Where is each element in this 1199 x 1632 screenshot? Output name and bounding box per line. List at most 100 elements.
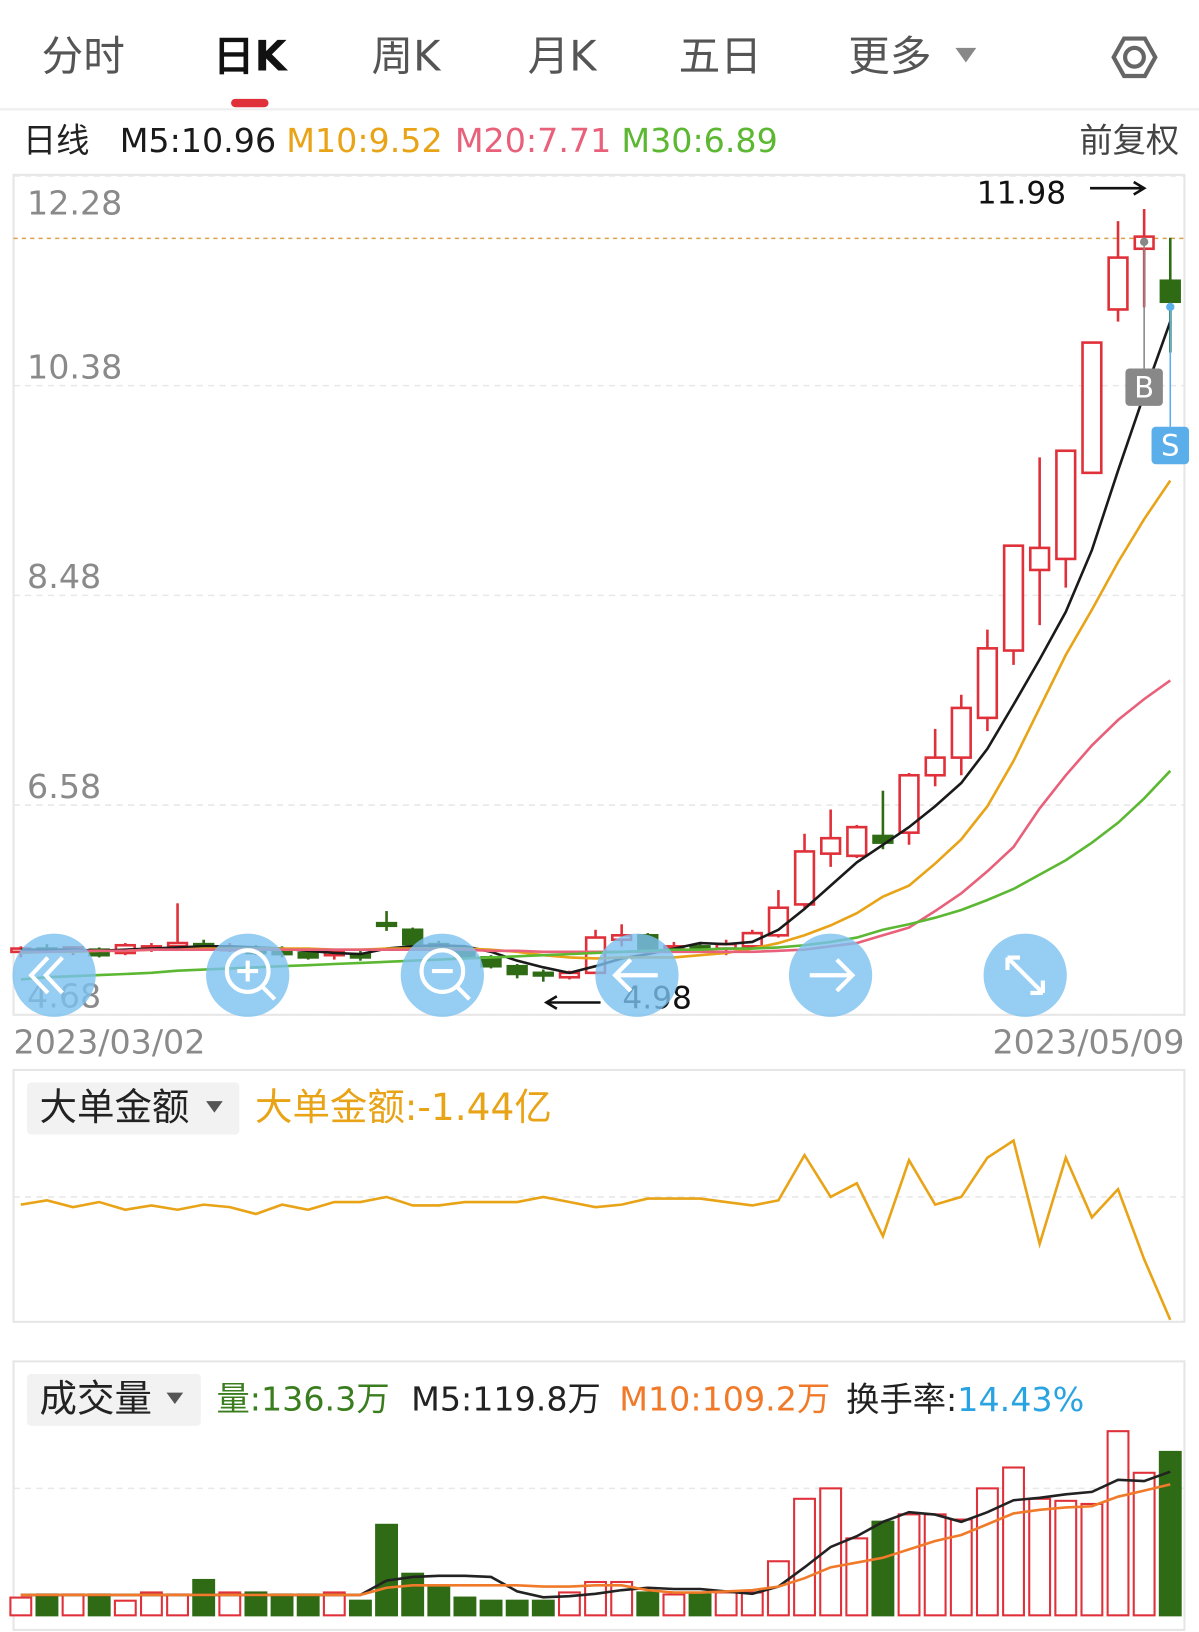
volume-bar xyxy=(35,1593,59,1617)
indicator-selector-label[interactable]: 大单金额 xyxy=(40,1085,190,1129)
tab[interactable]: 更多 xyxy=(848,31,931,80)
fullscreen-button[interactable] xyxy=(983,933,1067,1017)
y-tick-label: 12.28 xyxy=(27,184,122,223)
volume-bar xyxy=(453,1596,477,1617)
scroll-right-button[interactable] xyxy=(788,933,873,1017)
volume-bar xyxy=(348,1599,372,1617)
volume-bar xyxy=(897,1513,921,1617)
tab[interactable]: 周K xyxy=(371,31,442,80)
x-tick-label: 2023/03/02 xyxy=(14,1022,206,1061)
settings-icon[interactable] xyxy=(1111,36,1158,79)
volume-bar xyxy=(636,1591,660,1617)
turnover: 换手率:14.43% xyxy=(846,1379,1084,1418)
volume-bar xyxy=(244,1591,268,1617)
ma-line xyxy=(20,321,1172,975)
indicator-line xyxy=(20,1138,1172,1321)
volume-bar xyxy=(1106,1430,1130,1617)
volume-bar xyxy=(557,1591,581,1617)
volume-bar xyxy=(192,1578,216,1617)
legend-entry: M30:6.89 xyxy=(621,121,777,160)
volume-bar xyxy=(584,1580,607,1617)
volume-bar xyxy=(975,1487,999,1617)
volume-bar xyxy=(296,1593,320,1617)
volume-bar xyxy=(322,1591,346,1617)
candle-body xyxy=(375,921,398,928)
volume-bar xyxy=(505,1599,529,1617)
volume-legend: M10:109.2万 xyxy=(619,1379,830,1418)
tab[interactable]: 日K xyxy=(213,31,289,80)
low-arrow xyxy=(543,995,601,1010)
volume-bar xyxy=(87,1593,111,1617)
candle-body xyxy=(1055,449,1077,561)
volume-bar xyxy=(1158,1450,1182,1617)
volume-bar xyxy=(401,1572,425,1617)
legend-entry: M10:9.52 xyxy=(286,121,442,160)
volume-bar xyxy=(949,1518,973,1617)
volume-bar xyxy=(9,1596,33,1617)
volume-bar xyxy=(113,1599,137,1617)
volume-bar xyxy=(218,1591,242,1617)
candle-body xyxy=(976,647,999,720)
volume-bar xyxy=(166,1593,190,1617)
indicator-value: 大单金额:-1.44亿 xyxy=(255,1085,552,1129)
tab[interactable]: 月K xyxy=(528,31,599,80)
trade-mark-dot xyxy=(1166,302,1175,312)
high-arrow xyxy=(1090,180,1147,196)
volume-selector[interactable] xyxy=(27,1373,201,1426)
trade-mark xyxy=(1151,426,1190,465)
candle-body xyxy=(1107,256,1129,311)
y-tick-label: 10.38 xyxy=(27,347,122,386)
volume-bar xyxy=(479,1599,503,1617)
volume-bar xyxy=(845,1537,869,1617)
volume-bar xyxy=(1080,1502,1104,1617)
turnover-label: 换手率: xyxy=(846,1379,957,1418)
volume-legend: 量:136.3万 xyxy=(216,1379,389,1418)
trade-mark-dot xyxy=(1139,237,1149,246)
scroll-left-button[interactable] xyxy=(595,933,679,1017)
volume-bar xyxy=(793,1497,816,1617)
scroll-start-button[interactable] xyxy=(12,933,96,1017)
candle-body xyxy=(846,825,868,858)
volume-bar xyxy=(923,1513,947,1617)
volume-legend: M5:119.8万 xyxy=(411,1379,601,1418)
volume-bar xyxy=(375,1523,399,1617)
candle-body xyxy=(898,773,920,834)
candle-body xyxy=(402,928,424,946)
adjust-label[interactable]: 前复权 xyxy=(1079,121,1179,160)
volume-bar xyxy=(819,1487,843,1617)
tab[interactable]: 分时 xyxy=(42,31,125,80)
trade-mark xyxy=(1125,368,1163,406)
y-tick-label: 6.58 xyxy=(27,767,101,806)
volume-bar xyxy=(1132,1471,1156,1617)
turnover-value: 14.43% xyxy=(957,1379,1084,1418)
volume-ma-line xyxy=(20,1483,1171,1597)
volume-bar xyxy=(688,1593,712,1617)
volume-bar xyxy=(61,1593,85,1617)
tab[interactable]: 五日 xyxy=(679,31,762,80)
x-tick-label: 2023/05/09 xyxy=(993,1022,1185,1061)
zoom-out-button[interactable] xyxy=(400,933,484,1017)
volume-bar xyxy=(1054,1499,1078,1617)
indicator-selector[interactable] xyxy=(27,1082,240,1135)
indicator-frame xyxy=(12,1068,1186,1323)
candle-body xyxy=(924,756,946,777)
volume-bar xyxy=(714,1591,738,1617)
volume-bar xyxy=(270,1593,294,1617)
candle-body xyxy=(297,951,319,959)
candle-body xyxy=(166,941,189,948)
candle-body xyxy=(793,850,816,906)
trade-mark-label: S xyxy=(1161,429,1180,463)
y-tick-label: 8.48 xyxy=(27,557,101,596)
legend-entry: M5:10.96 xyxy=(120,121,276,160)
volume-selector-label[interactable]: 成交量 xyxy=(40,1376,152,1420)
candle-body xyxy=(1159,279,1181,304)
volume-bar xyxy=(531,1599,555,1617)
legend-entry: M20:7.71 xyxy=(455,121,611,160)
zoom-in-button[interactable] xyxy=(206,933,290,1017)
volume-bar xyxy=(1028,1497,1052,1617)
volume-bar xyxy=(139,1591,163,1617)
trade-mark-label: B xyxy=(1134,370,1154,404)
candle-body xyxy=(1081,341,1103,475)
